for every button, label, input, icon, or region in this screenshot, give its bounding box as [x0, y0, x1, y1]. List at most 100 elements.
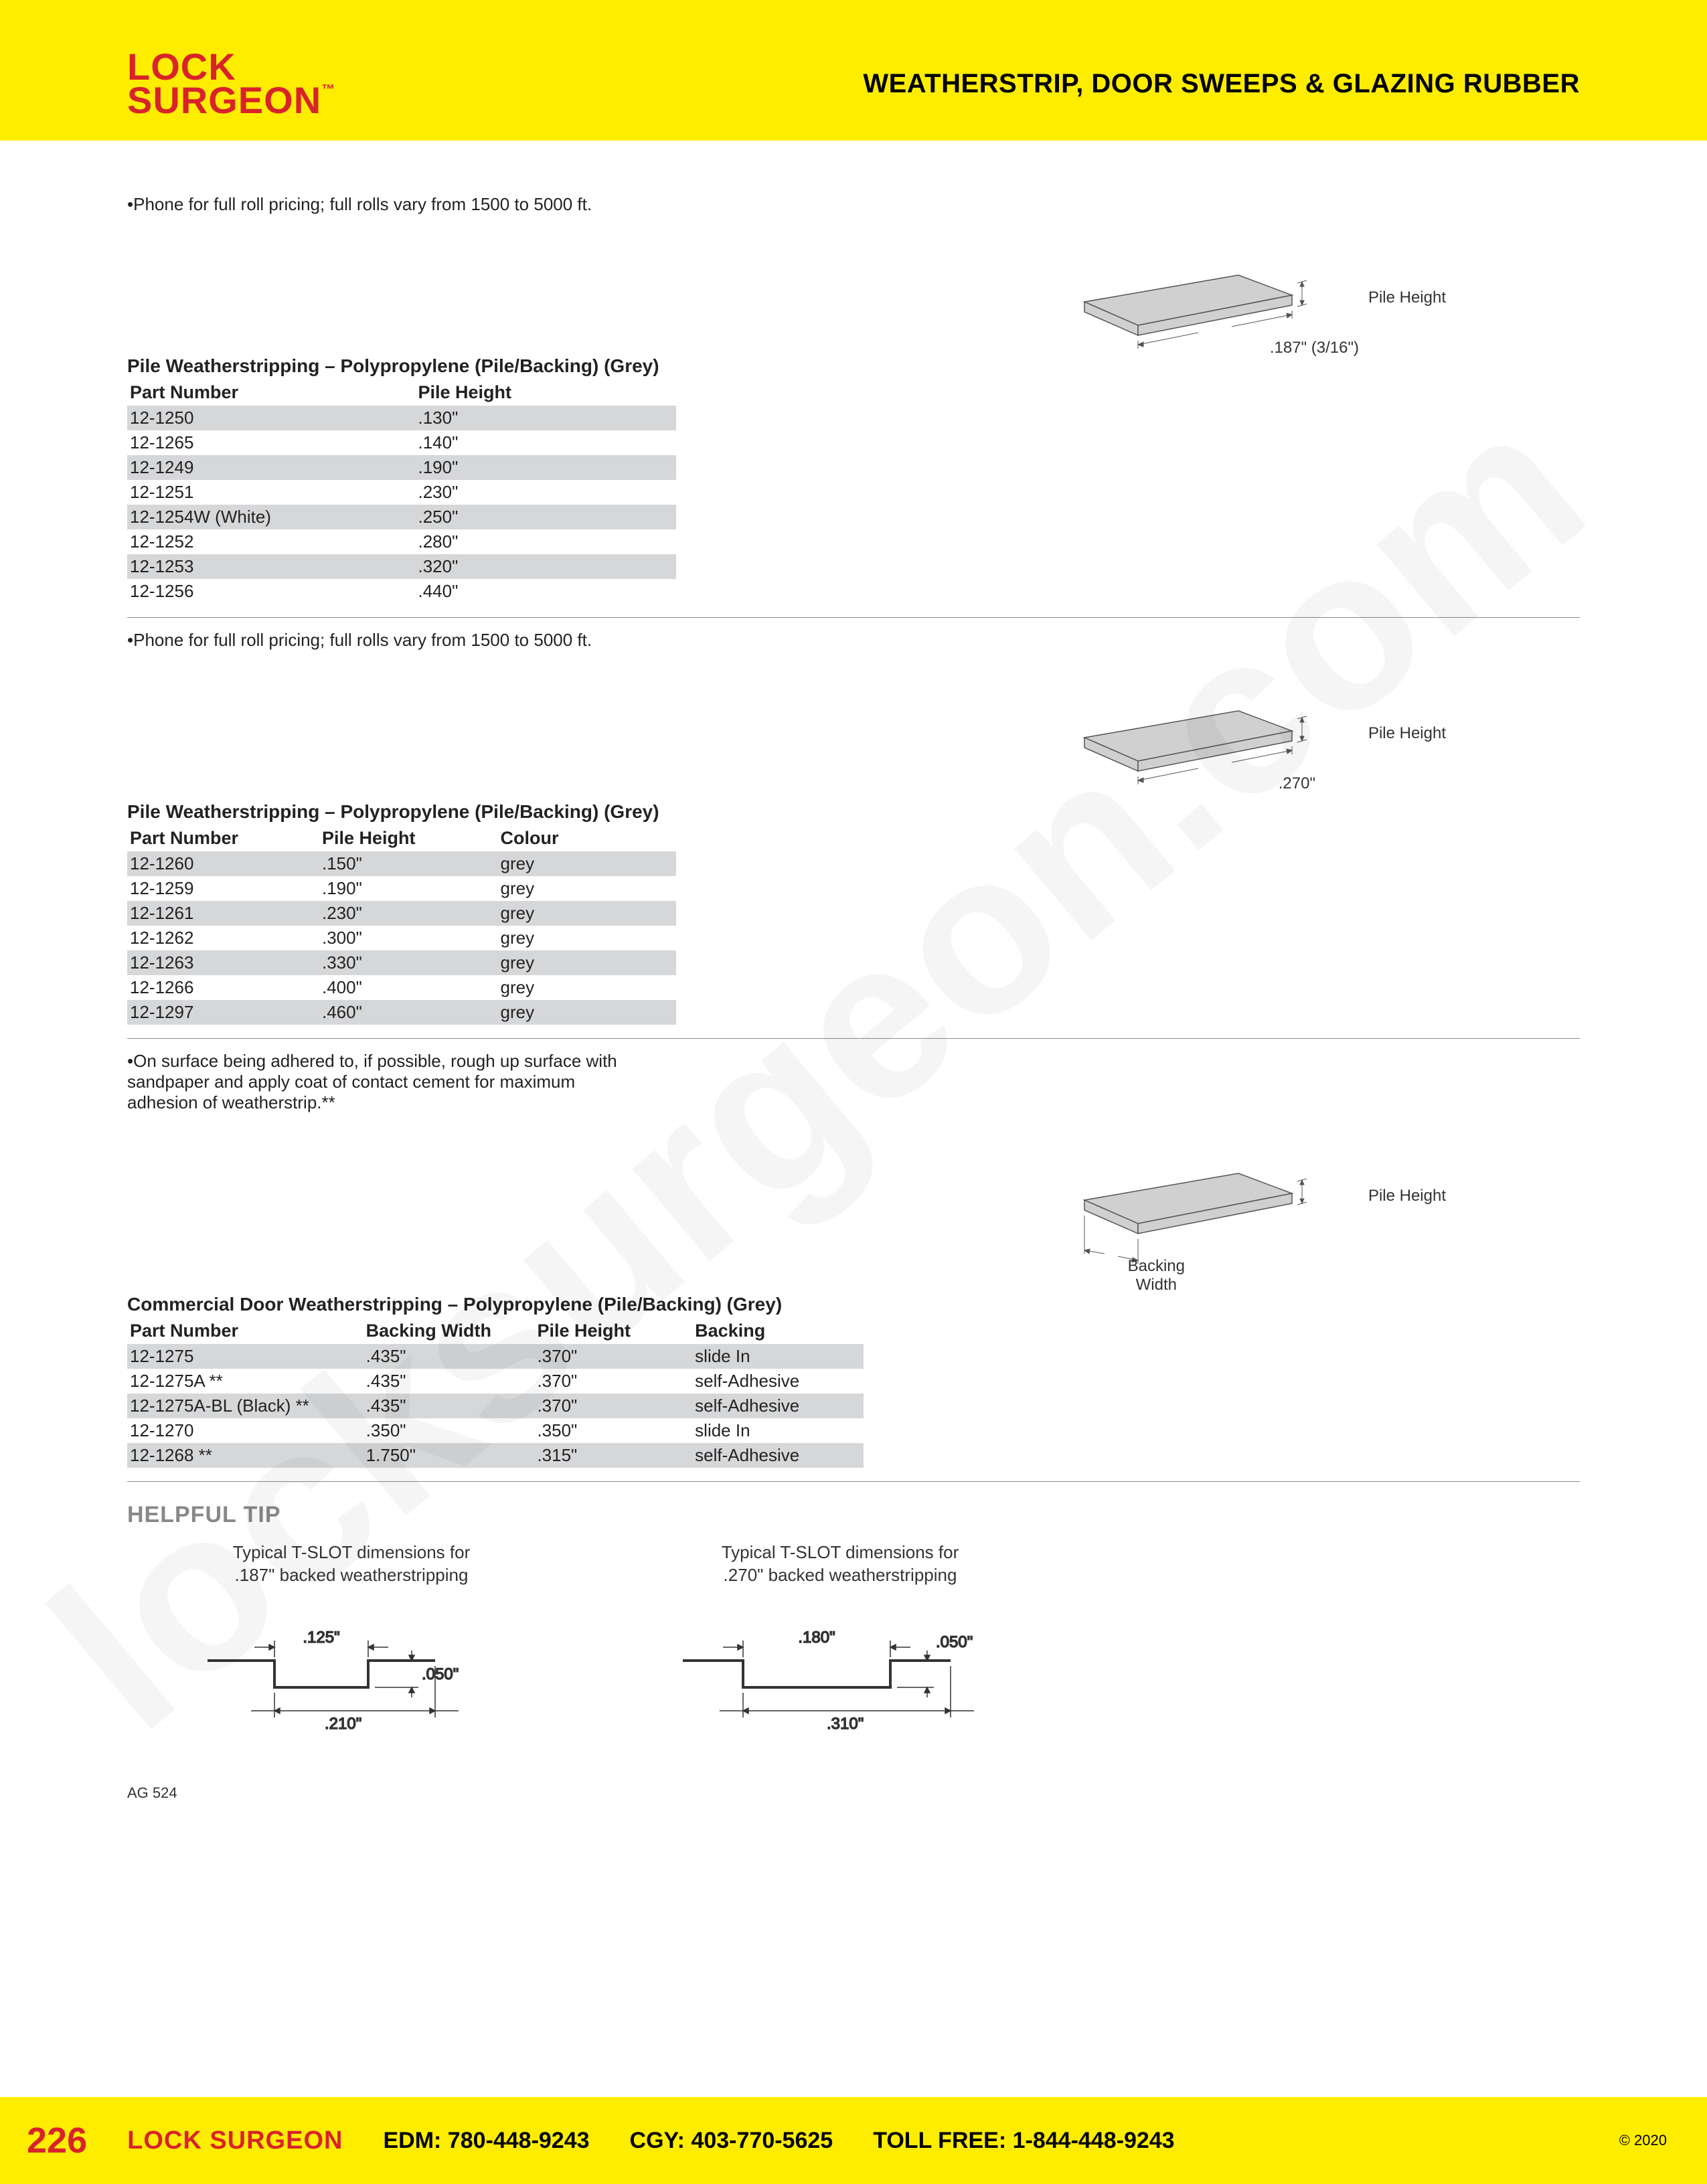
- table-cell: 12-1268 **: [127, 1443, 363, 1468]
- table-row: 12-1256.440": [127, 579, 676, 604]
- svg-text:.180": .180": [798, 1628, 835, 1647]
- table-cell: 12-1260: [127, 851, 319, 876]
- note-surface: •On surface being adhered to, if possibl…: [127, 1051, 830, 1113]
- table-header: Pile Height: [416, 380, 677, 406]
- diagram3-pile-label: Pile Height: [1368, 1187, 1446, 1205]
- table-cell: 12-1261: [127, 901, 319, 926]
- table-row: 12-1261.230"grey: [127, 901, 676, 926]
- table-header: Backing: [692, 1318, 864, 1344]
- footer-toll: TOLL FREE: 1-844-448-9243: [873, 2128, 1174, 2154]
- table-row: 12-1270.350".350"slide In: [127, 1418, 864, 1443]
- content: •Phone for full roll pricing; full rolls…: [0, 141, 1707, 1758]
- table-row: 12-1265.140": [127, 430, 676, 455]
- logo-tm: ™: [321, 82, 335, 97]
- table-cell: .435": [363, 1344, 535, 1369]
- tip-col-right: Typical T-SLOT dimensions for .270" back…: [643, 1541, 1038, 1744]
- table1: Part NumberPile Height12-1250.130"12-126…: [127, 380, 676, 604]
- table-cell: 12-1270: [127, 1418, 363, 1443]
- footer-copyright: © 2020: [1619, 2132, 1667, 2149]
- diagram-pile-3: Pile Height Backing Width: [127, 1126, 1580, 1287]
- table-cell: grey: [498, 1000, 677, 1025]
- table-cell: .400": [319, 975, 498, 1000]
- tslot-left-svg: .125" .050" .210": [154, 1607, 502, 1741]
- table-cell: grey: [498, 975, 677, 1000]
- note-full-roll-1: •Phone for full roll pricing; full rolls…: [127, 194, 1580, 215]
- table-row: 12-1262.300"grey: [127, 926, 676, 950]
- tip-row: Typical T-SLOT dimensions for .187" back…: [127, 1541, 1580, 1744]
- pile-diagram-2-svg: [1064, 657, 1346, 791]
- diagram3-backing-label: Backing Width: [1128, 1257, 1185, 1294]
- logo: LOCK SURGEON™: [127, 50, 335, 118]
- tip-right-caption: Typical T-SLOT dimensions for .270" back…: [643, 1541, 1038, 1587]
- svg-text:.310": .310": [827, 1715, 864, 1733]
- table-header: Colour: [498, 825, 677, 851]
- table-row: 12-1254W (White).250": [127, 505, 676, 529]
- tip-col-left: Typical T-SLOT dimensions for .187" back…: [154, 1541, 549, 1744]
- table-cell: .350": [534, 1418, 692, 1443]
- table-cell: .350": [363, 1418, 535, 1443]
- table-cell: .370": [534, 1369, 692, 1394]
- table-row: 12-1251.230": [127, 480, 676, 505]
- table2: Part NumberPile HeightColour12-1260.150"…: [127, 825, 676, 1025]
- table-cell: 12-1253: [127, 554, 416, 579]
- footer-brand: LOCK SURGEON: [127, 2126, 343, 2155]
- table-row: 12-1260.150"grey: [127, 851, 676, 876]
- diagram2-width-label: .270": [1279, 774, 1315, 793]
- table-cell: .230": [416, 480, 677, 505]
- table-row: 12-1253.320": [127, 554, 676, 579]
- svg-text:.125": .125": [303, 1628, 339, 1647]
- table-cell: grey: [498, 950, 677, 975]
- table-cell: .435": [363, 1369, 535, 1394]
- table-cell: 12-1275A **: [127, 1369, 363, 1394]
- section-title: WEATHERSTRIP, DOOR SWEEPS & GLAZING RUBB…: [863, 69, 1580, 99]
- tip-left-caption: Typical T-SLOT dimensions for .187" back…: [154, 1541, 549, 1587]
- table-cell: .190": [416, 455, 677, 480]
- table-cell: 12-1251: [127, 480, 416, 505]
- table-cell: .460": [319, 1000, 498, 1025]
- tip-heading: HELPFUL TIP: [127, 1502, 1580, 1528]
- logo-line2: SURGEON: [127, 79, 321, 121]
- table-cell: .370": [534, 1344, 692, 1369]
- table-cell: 12-1252: [127, 529, 416, 554]
- table-cell: 12-1262: [127, 926, 319, 950]
- table-header: Backing Width: [363, 1318, 535, 1344]
- table-cell: 12-1254W (White): [127, 505, 416, 529]
- table-cell: .435": [363, 1394, 535, 1418]
- table-row: 12-1275A **.435".370"self-Adhesive: [127, 1369, 864, 1394]
- table-cell: grey: [498, 901, 677, 926]
- rule-2: [127, 1038, 1580, 1039]
- table1-title: Pile Weatherstripping – Polypropylene (P…: [127, 355, 1580, 377]
- header-bar: LOCK SURGEON™ WEATHERSTRIP, DOOR SWEEPS …: [0, 0, 1707, 141]
- table-cell: 12-1256: [127, 579, 416, 604]
- diagram-pile-2: Pile Height .270": [127, 664, 1580, 794]
- footer-bar: 226 LOCK SURGEON EDM: 780-448-9243 CGY: …: [0, 2097, 1707, 2184]
- table-cell: slide In: [692, 1344, 864, 1369]
- table-cell: 12-1297: [127, 1000, 319, 1025]
- table-cell: slide In: [692, 1418, 864, 1443]
- footer-cgy: CGY: 403-770-5625: [630, 2128, 833, 2154]
- pile-diagram-1-svg: [1064, 222, 1346, 355]
- table-cell: grey: [498, 926, 677, 950]
- table-cell: .370": [534, 1394, 692, 1418]
- table-cell: .330": [319, 950, 498, 975]
- table-row: 12-1263.330"grey: [127, 950, 676, 975]
- table-row: 12-1250.130": [127, 406, 676, 430]
- table-row: 12-1275.435".370"slide In: [127, 1344, 864, 1369]
- table-header: Part Number: [127, 825, 319, 851]
- table-row: 12-1252.280": [127, 529, 676, 554]
- table-cell: self-Adhesive: [692, 1369, 864, 1394]
- table-cell: .320": [416, 554, 677, 579]
- table-cell: grey: [498, 876, 677, 901]
- table-cell: 12-1263: [127, 950, 319, 975]
- table-cell: 12-1275A-BL (Black) **: [127, 1394, 363, 1418]
- table3-title: Commercial Door Weatherstripping – Polyp…: [127, 1294, 1580, 1315]
- tslot-right-svg: .180" .050" .310": [643, 1607, 1018, 1741]
- table-header: Part Number: [127, 380, 416, 406]
- table-cell: 12-1259: [127, 876, 319, 901]
- table-cell: grey: [498, 851, 677, 876]
- table-cell: self-Adhesive: [692, 1394, 864, 1418]
- table-cell: 12-1265: [127, 430, 416, 455]
- svg-text:.050": .050": [422, 1665, 459, 1683]
- table-row: 12-1275A-BL (Black) **.435".370"self-Adh…: [127, 1394, 864, 1418]
- table-cell: 12-1275: [127, 1344, 363, 1369]
